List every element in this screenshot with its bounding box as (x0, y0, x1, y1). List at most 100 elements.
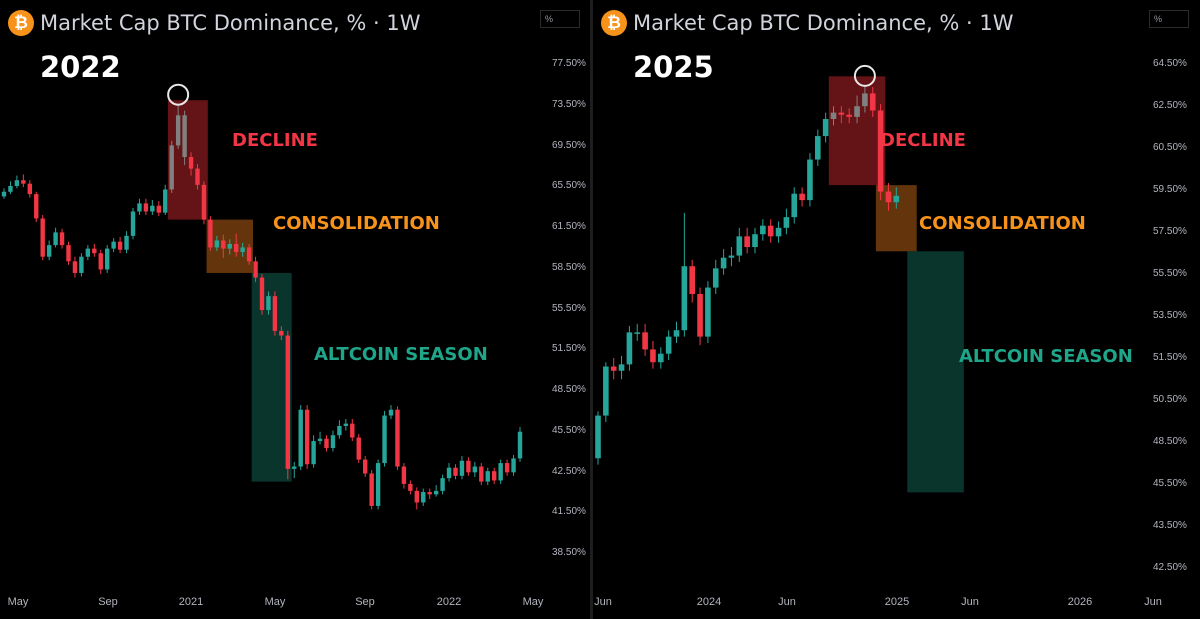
candle (79, 253, 84, 277)
candle (124, 231, 129, 254)
candle (720, 249, 727, 275)
candle-body (169, 145, 174, 190)
candle (259, 274, 265, 315)
candle (665, 330, 672, 361)
candle (182, 110, 187, 166)
candle-body (479, 466, 484, 482)
candle-body (767, 225, 774, 237)
candle (272, 291, 278, 336)
y-tick-label: 48.50% (552, 384, 586, 395)
candle (807, 153, 813, 207)
candle (877, 104, 884, 201)
candle-body (517, 431, 523, 459)
candle (658, 347, 664, 369)
candle (610, 357, 617, 380)
candle-body (98, 253, 103, 270)
candle-body (150, 205, 155, 212)
y-tick-label: 61.50% (552, 221, 586, 232)
candle (285, 330, 290, 480)
candle (427, 488, 432, 499)
candle (869, 87, 876, 117)
candle-body (618, 364, 625, 371)
y-tick-label: 77.50% (552, 58, 586, 69)
y-tick-label: 55.50% (1153, 268, 1187, 279)
candle (634, 323, 641, 341)
candle-body (846, 114, 852, 117)
candle-body (697, 293, 703, 337)
candle (40, 214, 45, 261)
candle (650, 340, 656, 369)
y-tick-label: 58.50% (552, 261, 586, 273)
candle (227, 239, 232, 255)
candle-body (79, 256, 84, 273)
candle-body (363, 459, 368, 474)
axis-unit-selector[interactable]: % (1149, 10, 1189, 28)
candle (893, 187, 900, 209)
y-tick-label: 53.50% (1153, 310, 1187, 321)
candle-body (893, 195, 900, 203)
y-tick-label: 51.50% (1153, 352, 1187, 363)
annotation-altcoin-season: ALTCOIN SEASON (314, 344, 488, 365)
chart-title: Market Cap BTC Dominance, % · 1W (633, 11, 1014, 35)
annotation-decline: DECLINE (880, 130, 966, 151)
candle (791, 187, 798, 224)
candle-body (317, 438, 323, 442)
candle (369, 470, 374, 510)
candle (59, 228, 65, 249)
candle-body (298, 409, 303, 467)
candle (34, 191, 39, 222)
candle (298, 405, 303, 471)
candle (266, 291, 271, 315)
candle (673, 321, 680, 344)
candle (862, 84, 868, 113)
candle (27, 180, 32, 198)
candle-body (744, 236, 750, 248)
candle-body (650, 349, 656, 363)
candle-body (791, 193, 798, 218)
candle-body (854, 106, 860, 117)
candle (85, 245, 91, 261)
zone-decline (828, 76, 886, 186)
chart-canvas-2022[interactable] (0, 0, 590, 619)
candle (838, 106, 845, 124)
y-tick-label: 41.50% (552, 506, 586, 518)
candle (214, 235, 220, 251)
candle (163, 184, 168, 215)
chart-header: ₿ Market Cap BTC Dominance, % · 1W (8, 10, 420, 36)
x-tick-label: Jun (778, 596, 796, 608)
candle (885, 183, 892, 211)
candle-body (266, 296, 271, 311)
y-tick-label: 45.50% (1153, 478, 1187, 489)
y-tick-label: 50.50% (1153, 394, 1187, 405)
candle-body (720, 257, 727, 269)
candle-body (8, 185, 13, 192)
candle (446, 463, 452, 482)
candle-body (253, 261, 258, 278)
candle-body (658, 353, 664, 363)
candle (815, 129, 821, 166)
candle-body (66, 245, 71, 262)
x-tick-label: 2021 (178, 596, 204, 608)
candle (246, 243, 252, 265)
candle-body (124, 235, 129, 250)
annotation-consolidation: CONSOLIDATION (919, 213, 1086, 234)
candle (421, 488, 426, 506)
chart-panel-2025: ₿ Market Cap BTC Dominance, % · 1W 2025 … (593, 0, 1200, 619)
y-tick-label: 73.50% (552, 98, 586, 110)
candle (395, 406, 400, 471)
y-tick-label: 59.50% (1153, 184, 1187, 195)
candle (350, 419, 355, 442)
axis-unit-selector[interactable]: % (540, 10, 580, 28)
candle-body (459, 460, 465, 476)
candle (408, 480, 413, 495)
annotation-altcoin-season: ALTCOIN SEASON (959, 346, 1133, 367)
candle-body (350, 423, 355, 438)
candle (744, 227, 750, 254)
candle-body (234, 243, 239, 253)
y-tick-label: 42.50% (552, 465, 586, 477)
candle-body (272, 296, 278, 331)
y-tick-label: 64.50% (1153, 58, 1187, 69)
chart-canvas-2025[interactable] (593, 0, 1200, 619)
candle-body (689, 266, 695, 294)
candle-body (626, 332, 633, 365)
